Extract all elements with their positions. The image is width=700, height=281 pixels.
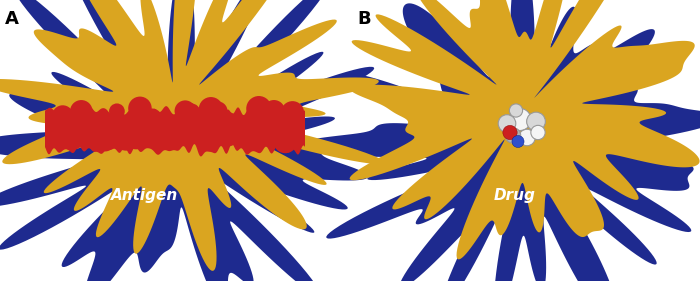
Circle shape [70, 100, 92, 123]
Circle shape [58, 123, 85, 150]
Circle shape [246, 96, 272, 121]
Circle shape [526, 112, 545, 131]
Circle shape [252, 113, 272, 132]
Circle shape [122, 121, 150, 149]
Circle shape [519, 129, 536, 146]
Circle shape [199, 97, 223, 121]
Circle shape [125, 115, 140, 130]
Polygon shape [45, 106, 305, 157]
Circle shape [216, 123, 239, 146]
Circle shape [95, 132, 116, 151]
Circle shape [510, 104, 523, 117]
Polygon shape [0, 0, 374, 281]
Text: Antigen: Antigen [111, 188, 178, 203]
Circle shape [247, 123, 267, 143]
Circle shape [174, 100, 196, 122]
Circle shape [55, 108, 75, 128]
Circle shape [130, 120, 156, 146]
Circle shape [158, 116, 176, 135]
Circle shape [176, 111, 197, 132]
Circle shape [141, 108, 162, 130]
Circle shape [248, 106, 261, 119]
Circle shape [531, 125, 545, 140]
Circle shape [182, 103, 197, 117]
Circle shape [109, 103, 125, 119]
Circle shape [223, 122, 239, 138]
Circle shape [498, 115, 516, 132]
Circle shape [512, 135, 524, 148]
Circle shape [115, 122, 136, 144]
Circle shape [128, 111, 148, 132]
Circle shape [509, 108, 531, 130]
Polygon shape [349, 0, 699, 259]
Circle shape [258, 102, 273, 118]
Circle shape [503, 125, 517, 140]
Circle shape [128, 97, 152, 120]
Circle shape [129, 115, 143, 128]
Circle shape [505, 128, 521, 143]
Circle shape [129, 130, 145, 146]
Circle shape [129, 116, 150, 137]
Circle shape [181, 103, 201, 123]
Circle shape [208, 101, 228, 121]
Circle shape [267, 110, 282, 126]
Circle shape [73, 126, 92, 145]
Circle shape [76, 123, 89, 136]
Circle shape [232, 122, 256, 145]
Circle shape [52, 105, 74, 127]
Text: A: A [5, 10, 19, 28]
Circle shape [274, 130, 297, 153]
Circle shape [105, 112, 126, 132]
Circle shape [197, 105, 220, 128]
Circle shape [181, 113, 202, 135]
Circle shape [216, 112, 238, 134]
Circle shape [113, 124, 139, 151]
Circle shape [53, 119, 71, 137]
Text: Drug: Drug [494, 188, 536, 203]
Circle shape [257, 111, 270, 124]
Circle shape [141, 116, 156, 131]
Circle shape [281, 101, 304, 124]
Polygon shape [0, 0, 385, 271]
Circle shape [262, 100, 285, 122]
Text: B: B [357, 10, 370, 28]
Polygon shape [294, 0, 700, 281]
